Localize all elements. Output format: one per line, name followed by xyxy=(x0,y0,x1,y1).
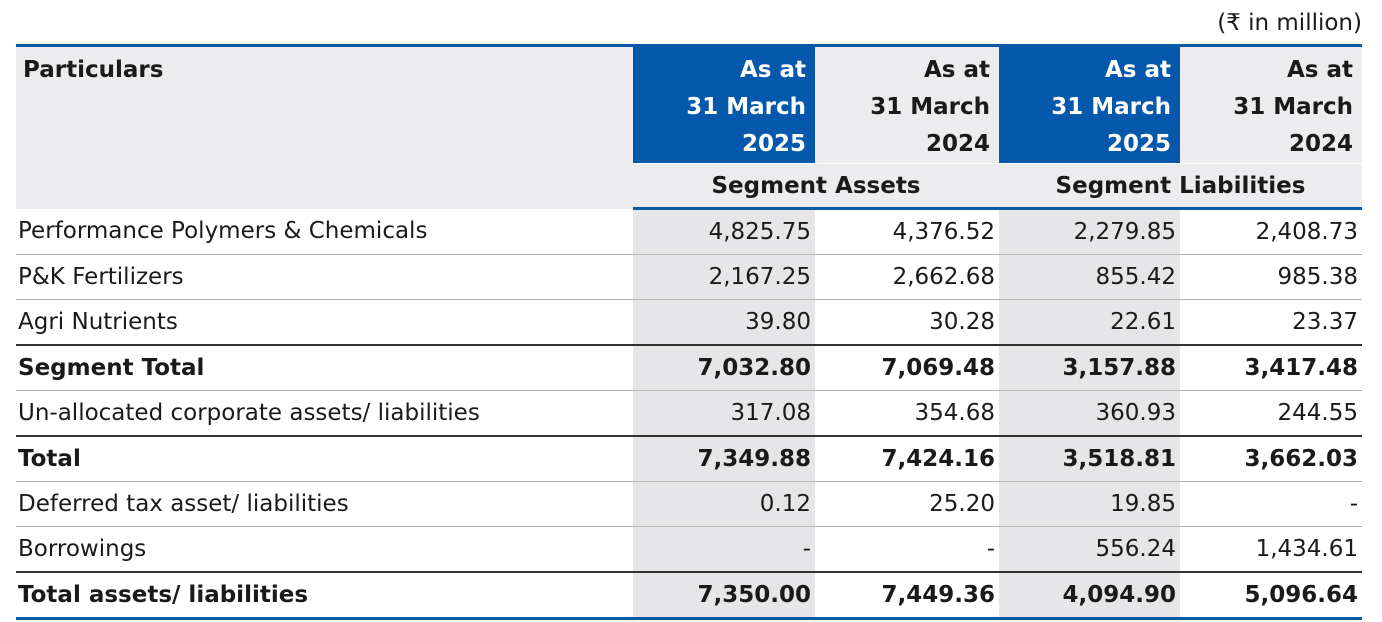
row-value: 985.38 xyxy=(1180,254,1362,300)
table-row: Total 7,349.88 7,424.16 3,518.81 3,662.03 xyxy=(16,435,1362,482)
row-value: 2,408.73 xyxy=(1180,208,1362,255)
table-row: Agri Nutrients 39.80 30.28 22.61 23.37 xyxy=(16,299,1362,346)
row-value: 7,069.48 xyxy=(815,344,999,391)
col-header-line: 31 March xyxy=(1233,94,1353,120)
row-label: Performance Polymers & Chemicals xyxy=(16,208,633,255)
row-value: 22.61 xyxy=(999,299,1180,346)
row-value: 7,424.16 xyxy=(815,435,999,482)
row-label: P&K Fertilizers xyxy=(16,254,633,300)
row-label: Agri Nutrients xyxy=(16,299,633,346)
row-value: 3,157.88 xyxy=(999,344,1180,391)
row-value: 855.42 xyxy=(999,254,1180,300)
table-row: Un-allocated corporate assets/ liabiliti… xyxy=(16,390,1362,437)
row-value: - xyxy=(1180,481,1362,527)
row-value: 1,434.61 xyxy=(1180,526,1362,573)
table-row: Borrowings - -556.24 1,434.61 xyxy=(16,526,1362,573)
table-row: Segment Total 7,032.80 7,069.48 3,157.88 3,4… xyxy=(16,344,1362,391)
segment-table: Particulars As at 31 March 2025 As at 31… xyxy=(16,44,1362,620)
row-value: 360.93 xyxy=(999,390,1180,437)
col-header-liabilities-2025: As at 31 March 2025 xyxy=(999,44,1180,164)
row-value: 7,350.00 xyxy=(633,571,815,620)
col-header-line: 2025 xyxy=(741,131,806,157)
table-row: Deferred tax asset/ liabilities 0.12 25.20… xyxy=(16,481,1362,527)
table-row: P&K Fertilizers 2,167.25 2,662.68 855.42 985… xyxy=(16,254,1362,300)
row-value: 244.55 xyxy=(1180,390,1362,437)
row-value: 3,518.81 xyxy=(999,435,1180,482)
col-header-line: As at xyxy=(739,57,806,83)
particulars-header: Particulars xyxy=(16,44,633,209)
row-label: Total xyxy=(16,435,633,482)
col-header-line: 31 March xyxy=(870,94,990,120)
row-value: 23.37 xyxy=(1180,299,1362,346)
row-value: - xyxy=(633,526,815,573)
table-row: Performance Polymers & Chemicals 4,825.75… xyxy=(16,208,1362,255)
row-value: 2,279.85 xyxy=(999,208,1180,255)
col-header-line: 2024 xyxy=(925,131,990,157)
table-row: Total assets/ liabilities 7,350.00 7,449.3… xyxy=(16,571,1362,620)
col-header-assets-2025: As at 31 March 2025 xyxy=(633,44,815,164)
row-value: 5,096.64 xyxy=(1180,571,1362,620)
row-value: 354.68 xyxy=(815,390,999,437)
col-header-line: 2025 xyxy=(1106,131,1171,157)
row-value: - xyxy=(815,526,999,573)
group-segment-liabilities: Segment Liabilities xyxy=(999,163,1362,210)
row-value: 3,417.48 xyxy=(1180,344,1362,391)
row-value: 2,662.68 xyxy=(815,254,999,300)
row-value: 25.20 xyxy=(815,481,999,527)
row-value: 7,449.36 xyxy=(815,571,999,620)
row-value: 556.24 xyxy=(999,526,1180,573)
row-value: 19.85 xyxy=(999,481,1180,527)
table-body: Performance Polymers & Chemicals 4,825.75… xyxy=(16,208,1362,620)
group-header-row: Segment Assets Segment Liabilities xyxy=(16,163,1362,210)
col-header-line: As at xyxy=(1286,57,1353,83)
col-header-assets-2024: As at 31 March 2024 xyxy=(815,44,999,164)
row-value: 30.28 xyxy=(815,299,999,346)
row-value: 3,662.03 xyxy=(1180,435,1362,482)
col-header-line: 31 March xyxy=(1051,94,1171,120)
col-header-line: As at xyxy=(1104,57,1171,83)
unit-note: (₹ in million) xyxy=(1217,10,1362,36)
col-header-liabilities-2024: As at 31 March 2024 xyxy=(1180,44,1362,164)
row-label: Segment Total xyxy=(16,344,633,391)
header-row: Particulars As at 31 March 2025 As at 31… xyxy=(16,44,1362,209)
row-value: 7,032.80 xyxy=(633,344,815,391)
col-header-line: 2024 xyxy=(1288,131,1353,157)
row-value: 317.08 xyxy=(633,390,815,437)
row-label: Total assets/ liabilities xyxy=(16,571,633,620)
row-label: Deferred tax asset/ liabilities xyxy=(16,481,633,527)
row-value: 4,825.75 xyxy=(633,208,815,255)
row-value: 0.12 xyxy=(633,481,815,527)
row-label: Borrowings xyxy=(16,526,633,573)
row-value: 4,376.52 xyxy=(815,208,999,255)
row-value: 2,167.25 xyxy=(633,254,815,300)
row-value: 4,094.90 xyxy=(999,571,1180,620)
group-segment-assets: Segment Assets xyxy=(633,163,999,210)
col-header-line: As at xyxy=(923,57,990,83)
row-label: Un-allocated corporate assets/ liabiliti… xyxy=(16,390,633,437)
col-header-line: 31 March xyxy=(686,94,806,120)
row-value: 39.80 xyxy=(633,299,815,346)
row-value: 7,349.88 xyxy=(633,435,815,482)
